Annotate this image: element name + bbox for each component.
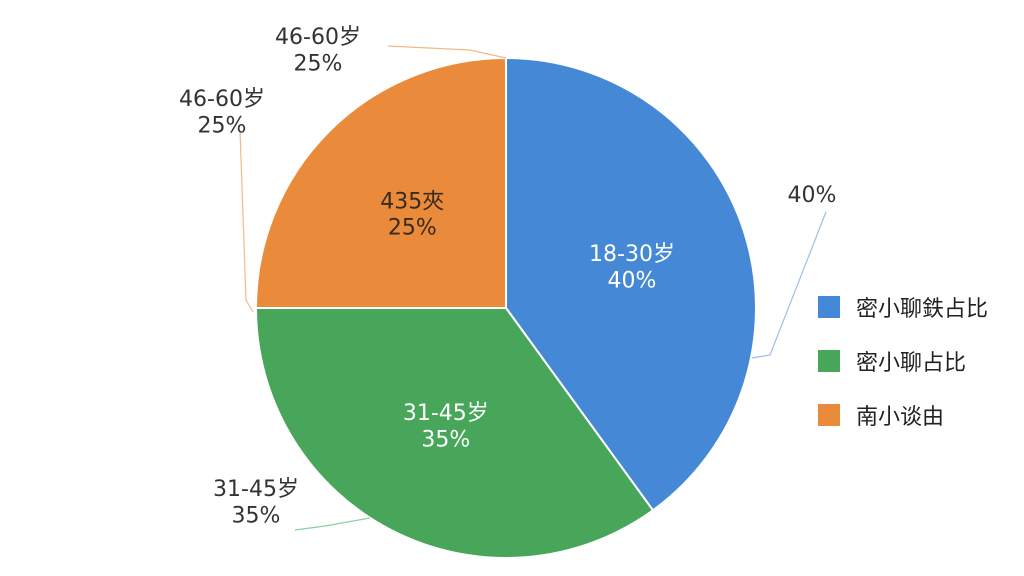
slice-outer-label: 31-45岁 35% [213,477,299,528]
slice-inner-label: 435夾 25% [380,189,444,240]
legend-item: 南小谈由 [818,400,988,430]
legend-item: 密小聊占比 [818,346,988,376]
legend-item: 密小聊鉄占比 [818,292,988,322]
legend-label: 南小谈由 [856,405,945,430]
slice-inner-label: 31-45岁 35% [403,401,489,452]
legend-swatch-icon [818,296,840,318]
slice-inner-label: 18-30岁 40% [589,242,675,293]
slice-outer-label: 46-60岁 25% [275,25,361,76]
legend-swatch-icon [818,350,840,372]
leader-line [751,211,827,359]
chart-legend: 密小聊鉄占比 密小聊占比 南小谈由 [818,292,988,430]
pie-slice [254,307,655,559]
legend-label: 密小聊占比 [856,351,967,376]
slice-outer-label: 46-60岁 25% [179,87,265,138]
pie-slice [505,56,757,512]
slice-outer-label: 40% [788,183,837,208]
legend-label: 密小聊鉄占比 [856,297,989,322]
pie-slice [254,56,507,309]
leader-line [294,517,371,531]
leader-line [239,129,254,313]
legend-swatch-icon [818,404,840,426]
leader-line [387,45,507,59]
